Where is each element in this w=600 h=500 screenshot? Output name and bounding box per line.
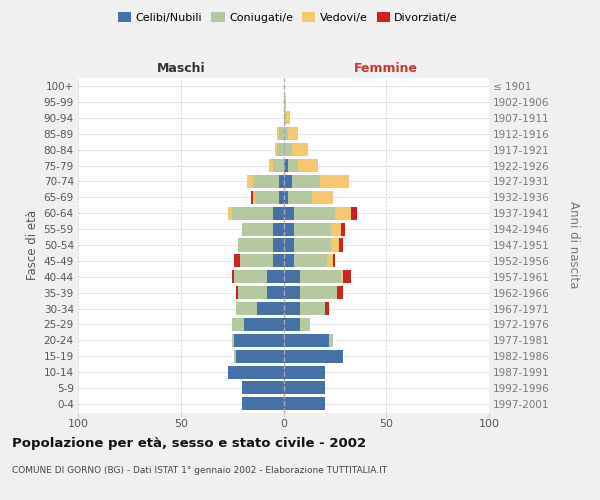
Bar (320, 175, 349, 188)
Bar (284, 254, 294, 268)
Bar (284, 318, 300, 331)
Bar (294, 222, 331, 235)
Bar (286, 112, 290, 124)
Bar (287, 128, 298, 140)
Bar (242, 382, 284, 394)
Bar (312, 191, 333, 204)
Bar (241, 254, 273, 268)
Bar (232, 318, 244, 331)
Bar (277, 128, 280, 140)
Bar (280, 191, 284, 204)
Bar (273, 254, 284, 268)
Bar (273, 159, 284, 172)
Bar (329, 334, 333, 347)
Bar (251, 191, 253, 204)
Bar (287, 159, 298, 172)
Bar (284, 302, 300, 315)
Bar (331, 222, 341, 235)
Bar (284, 382, 325, 394)
Bar (284, 398, 325, 410)
Bar (232, 206, 273, 220)
Bar (232, 270, 234, 283)
Bar (284, 366, 325, 378)
Bar (284, 206, 294, 220)
Bar (284, 96, 286, 108)
Bar (242, 222, 273, 235)
Bar (255, 191, 280, 204)
Bar (236, 286, 238, 299)
Bar (325, 302, 329, 315)
Bar (337, 286, 343, 299)
Bar (292, 143, 308, 156)
Bar (284, 334, 329, 347)
Bar (244, 318, 284, 331)
Bar (300, 286, 337, 299)
Bar (284, 175, 292, 188)
Bar (331, 238, 339, 252)
Bar (273, 238, 284, 252)
Bar (238, 238, 273, 252)
Bar (284, 286, 300, 299)
Bar (341, 222, 345, 235)
Text: Maschi: Maschi (157, 62, 205, 75)
Bar (284, 143, 292, 156)
Text: Femmine: Femmine (354, 62, 418, 75)
Bar (277, 143, 284, 156)
Bar (253, 191, 255, 204)
Bar (280, 175, 284, 188)
Legend: Celibi/Nubili, Coniugati/e, Vedovi/e, Divorziati/e: Celibi/Nubili, Coniugati/e, Vedovi/e, Di… (113, 8, 463, 28)
Bar (298, 159, 319, 172)
Text: Popolazione per età, sesso e stato civile - 2002: Popolazione per età, sesso e stato civil… (12, 438, 366, 450)
Bar (253, 175, 280, 188)
Bar (284, 270, 300, 283)
Bar (267, 286, 284, 299)
Bar (284, 350, 343, 362)
Bar (284, 159, 287, 172)
Bar (228, 206, 232, 220)
Bar (339, 238, 343, 252)
Bar (287, 191, 312, 204)
Bar (273, 222, 284, 235)
Bar (247, 175, 253, 188)
Bar (234, 270, 267, 283)
Bar (228, 366, 284, 378)
Bar (280, 128, 284, 140)
Bar (284, 238, 294, 252)
Bar (242, 398, 284, 410)
Bar (284, 112, 286, 124)
Bar (257, 302, 284, 315)
Bar (234, 334, 284, 347)
Y-axis label: Anni di nascita: Anni di nascita (566, 202, 580, 288)
Bar (333, 254, 335, 268)
Bar (232, 334, 234, 347)
Bar (273, 206, 284, 220)
Bar (238, 286, 267, 299)
Bar (352, 206, 358, 220)
Bar (335, 206, 352, 220)
Bar (300, 318, 310, 331)
Bar (234, 254, 241, 268)
Bar (284, 191, 287, 204)
Bar (284, 128, 287, 140)
Bar (343, 270, 352, 283)
Bar (275, 143, 277, 156)
Bar (294, 254, 326, 268)
Text: COMUNE DI GORNO (BG) - Dati ISTAT 1° gennaio 2002 - Elaborazione TUTTITALIA.IT: COMUNE DI GORNO (BG) - Dati ISTAT 1° gen… (12, 466, 387, 475)
Y-axis label: Fasce di età: Fasce di età (26, 210, 40, 280)
Bar (292, 175, 320, 188)
Bar (284, 222, 294, 235)
Bar (300, 302, 325, 315)
Bar (269, 159, 273, 172)
Bar (294, 238, 331, 252)
Bar (236, 350, 284, 362)
Bar (326, 254, 333, 268)
Bar (341, 270, 343, 283)
Bar (267, 270, 284, 283)
Bar (294, 206, 335, 220)
Bar (236, 302, 257, 315)
Bar (300, 270, 341, 283)
Bar (234, 350, 236, 362)
